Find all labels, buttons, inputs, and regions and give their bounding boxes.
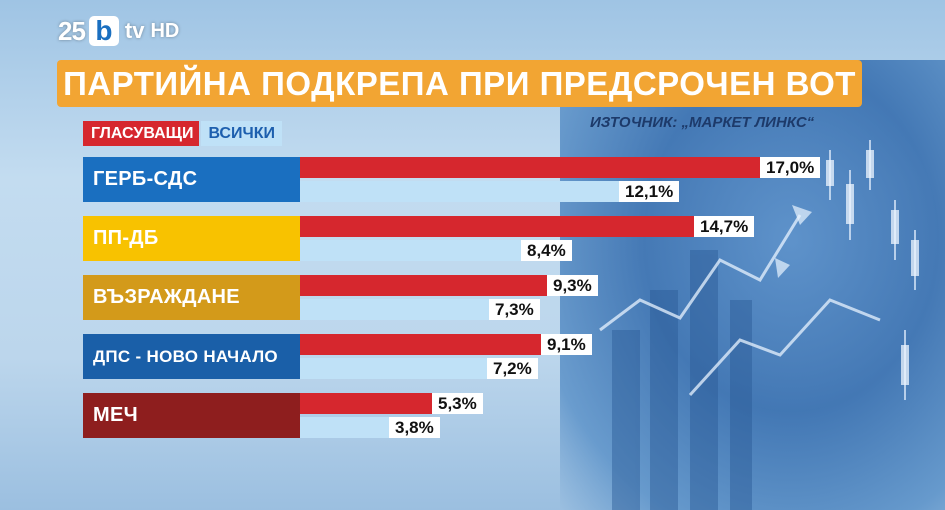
logo-b-icon: b bbox=[88, 16, 119, 46]
value-label-all: 3,8% bbox=[389, 417, 440, 438]
source-note: ИЗТОЧНИК: „МАРКЕТ ЛИНКС“ bbox=[590, 114, 815, 131]
legend-voters: ГЛАСУВАЩИ bbox=[83, 121, 200, 146]
value-label-all: 8,4% bbox=[521, 240, 572, 261]
bar-all bbox=[300, 299, 510, 320]
bar-all bbox=[300, 240, 542, 261]
chart-title: ПАРТИЙНА ПОДКРЕПА ПРИ ПРЕДСРОЧЕН ВОТ bbox=[63, 64, 856, 102]
value-label-voters: 9,3% bbox=[547, 275, 598, 296]
value-label-voters: 14,7% bbox=[694, 216, 755, 237]
bar-voters bbox=[300, 275, 568, 296]
bar-all bbox=[300, 181, 649, 202]
value-label-all: 7,3% bbox=[489, 299, 540, 320]
value-label-voters: 9,1% bbox=[541, 334, 592, 355]
bar-voters bbox=[300, 216, 724, 237]
party-label: МЕЧ bbox=[83, 393, 300, 438]
logo-number: 25 bbox=[58, 15, 86, 46]
party-label: ГЕРБ-СДС bbox=[83, 157, 300, 202]
bar-voters bbox=[300, 393, 453, 414]
bar-voters bbox=[300, 157, 790, 178]
channel-logo: 25 b tv HD bbox=[58, 14, 179, 48]
background-glow bbox=[560, 60, 945, 510]
bar-all bbox=[300, 358, 508, 379]
logo-tv: tv bbox=[124, 18, 145, 43]
value-label-all: 7,2% bbox=[487, 358, 538, 379]
party-label: ПП-ДБ bbox=[83, 216, 300, 261]
value-label-voters: 5,3% bbox=[432, 393, 483, 414]
legend-all: ВСИЧКИ bbox=[201, 121, 282, 146]
logo-hd: HD bbox=[150, 19, 180, 42]
value-label-all: 12,1% bbox=[619, 181, 680, 202]
legend: ГЛАСУВАЩИ ВСИЧКИ bbox=[83, 121, 282, 146]
bar-voters bbox=[300, 334, 562, 355]
party-label: ДПС - НОВО НАЧАЛО bbox=[83, 334, 300, 379]
party-label: ВЪЗРАЖДАНЕ bbox=[83, 275, 300, 320]
title-bar: ПАРТИЙНА ПОДКРЕПА ПРИ ПРЕДСРОЧЕН ВОТ bbox=[57, 60, 862, 107]
bar-all bbox=[300, 417, 410, 438]
value-label-voters: 17,0% bbox=[760, 157, 821, 178]
